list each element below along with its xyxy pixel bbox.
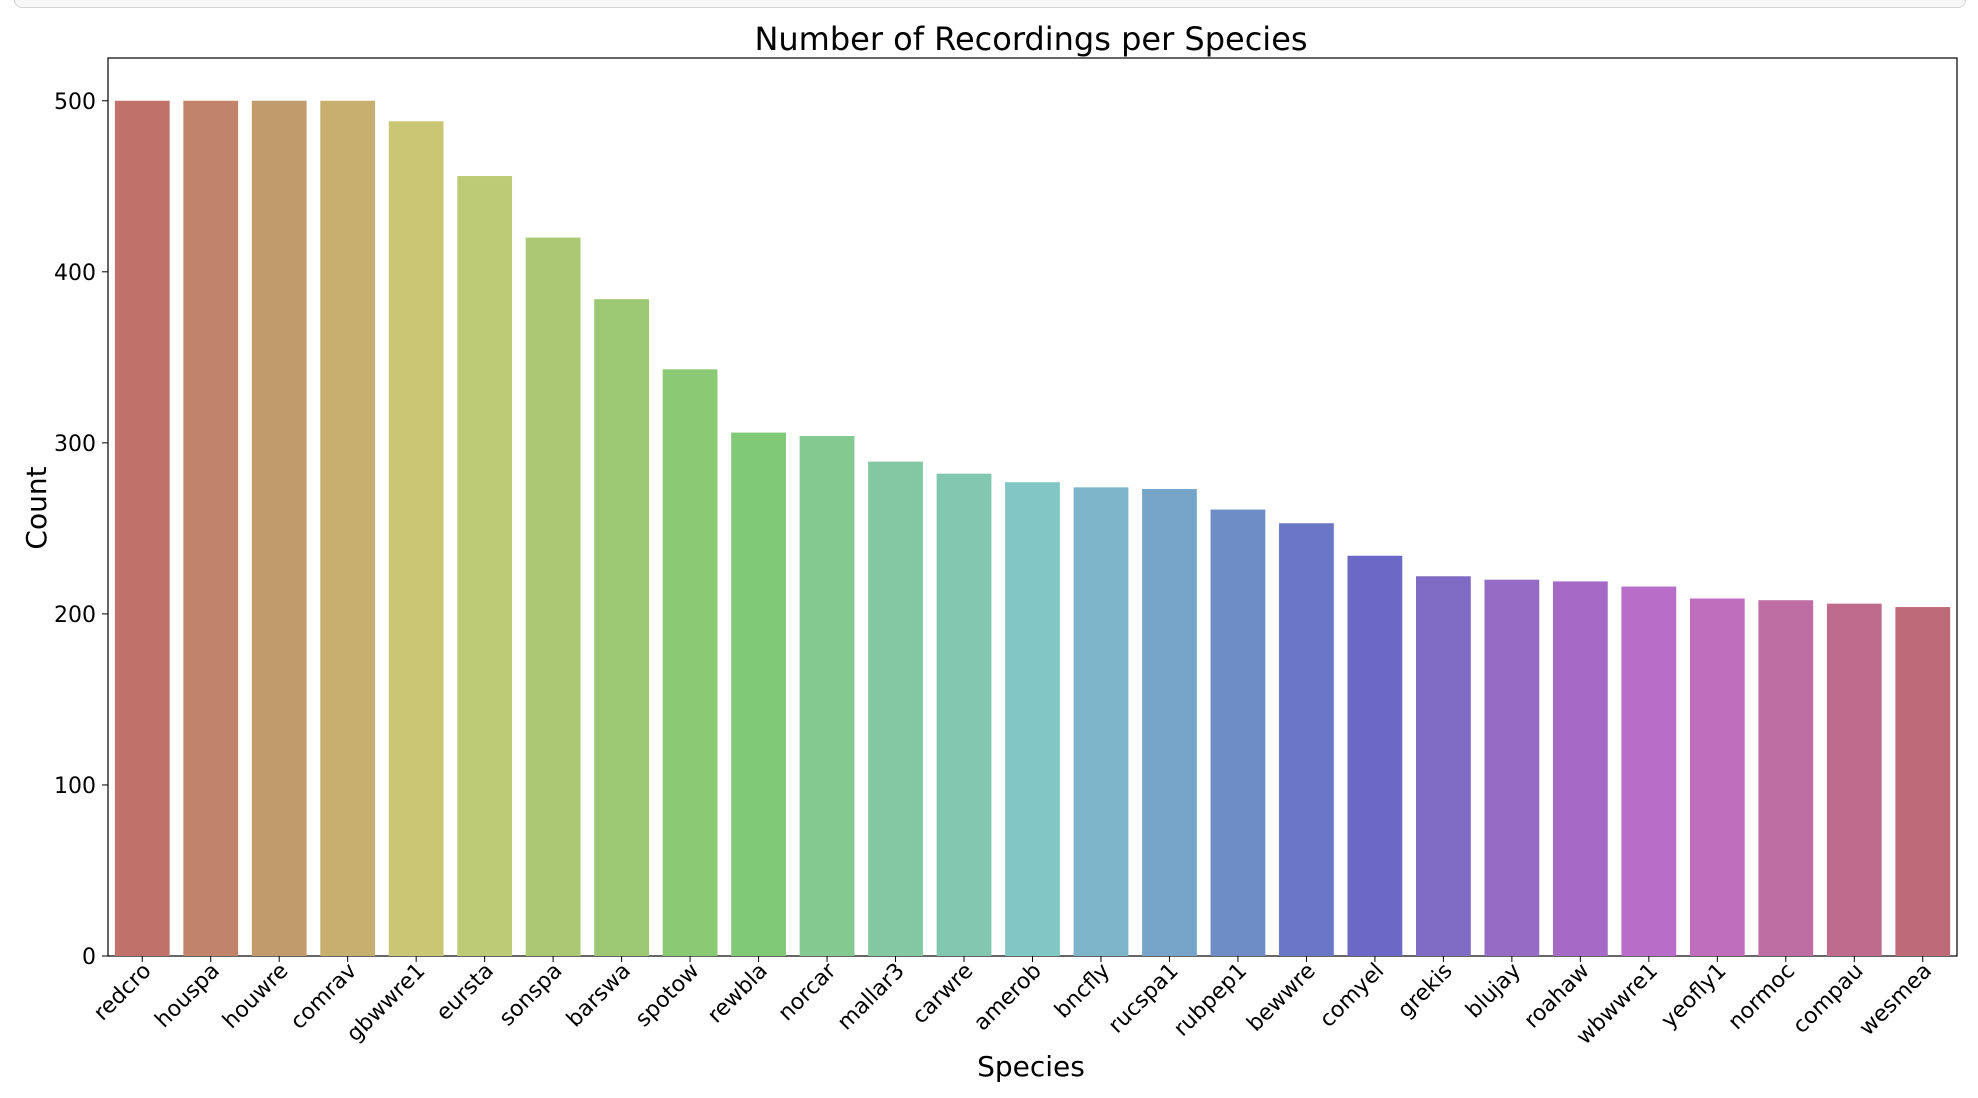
bar-gbwwre1 bbox=[388, 121, 444, 957]
bar-spotow bbox=[662, 369, 718, 956]
y-tick-label: 300 bbox=[54, 432, 96, 457]
y-axis-label: Count bbox=[20, 466, 53, 549]
x-tick-label: mallar3 bbox=[833, 959, 910, 1036]
x-tick-label: bewwre bbox=[1242, 959, 1320, 1037]
x-tick-label: barswa bbox=[562, 959, 636, 1033]
bar-norcar bbox=[799, 436, 855, 956]
bar-wesmea bbox=[1895, 607, 1951, 956]
x-tick-label: blujay bbox=[1461, 959, 1526, 1024]
bar-wbwwre1 bbox=[1621, 586, 1677, 956]
x-tick-label: norcar bbox=[774, 958, 842, 1026]
x-tick-label: yeofly1 bbox=[1657, 959, 1732, 1034]
x-tick-label: eursta bbox=[432, 959, 499, 1026]
bar-rubpep1 bbox=[1210, 509, 1266, 956]
bar-sonspa bbox=[525, 237, 581, 957]
x-tick-label: grekis bbox=[1393, 959, 1458, 1024]
x-axis-label: Species bbox=[977, 1050, 1085, 1083]
x-tick-label: sonspa bbox=[495, 959, 568, 1032]
x-tick-label: normoc bbox=[1724, 959, 1800, 1035]
bar-barswa bbox=[594, 299, 650, 956]
bar-comyel bbox=[1347, 555, 1403, 956]
x-tick-label: carwre bbox=[908, 959, 979, 1030]
bar-rucspa1 bbox=[1142, 489, 1197, 956]
bar-redcro bbox=[114, 100, 170, 956]
x-tick-label: rewbla bbox=[703, 959, 773, 1029]
x-tick-label: wesmea bbox=[1855, 959, 1937, 1041]
bar-eursta bbox=[457, 176, 513, 956]
bar-grekis bbox=[1416, 576, 1471, 956]
y-tick-label: 400 bbox=[54, 261, 96, 286]
x-tick-label: houwre bbox=[218, 959, 293, 1034]
x-tick-label: comyel bbox=[1315, 959, 1389, 1033]
chart-title: Number of Recordings per Species bbox=[754, 20, 1307, 58]
bar-amerob bbox=[1005, 482, 1060, 956]
x-tick-label: houspa bbox=[151, 959, 225, 1033]
bar-carwre bbox=[936, 473, 992, 956]
x-tick-label: bncfly bbox=[1050, 959, 1115, 1024]
x-tick-label: redcro bbox=[89, 959, 156, 1026]
bar-normoc bbox=[1758, 600, 1814, 956]
bar-bncfly bbox=[1073, 487, 1129, 956]
bar-blujay bbox=[1484, 579, 1540, 956]
bar-roahaw bbox=[1552, 581, 1608, 956]
bar-houspa bbox=[183, 100, 239, 956]
x-tick-label: amerob bbox=[969, 959, 1046, 1036]
bar-compau bbox=[1826, 603, 1882, 956]
bar-rewbla bbox=[731, 432, 786, 957]
x-tick-label: rubpep1 bbox=[1169, 959, 1252, 1042]
x-tick-label: spotow bbox=[631, 959, 705, 1033]
bar-yeofly1 bbox=[1689, 598, 1745, 956]
x-tick-label: compau bbox=[1788, 959, 1868, 1039]
y-tick-label: 0 bbox=[82, 945, 96, 970]
bar-bewwre bbox=[1279, 523, 1334, 956]
y-tick-label: 200 bbox=[54, 603, 96, 628]
bar-comrav bbox=[320, 100, 376, 956]
y-tick-label: 500 bbox=[54, 90, 96, 115]
bar-mallar3 bbox=[868, 461, 923, 956]
bar-houwre bbox=[251, 100, 307, 956]
y-tick-label: 100 bbox=[54, 774, 96, 799]
